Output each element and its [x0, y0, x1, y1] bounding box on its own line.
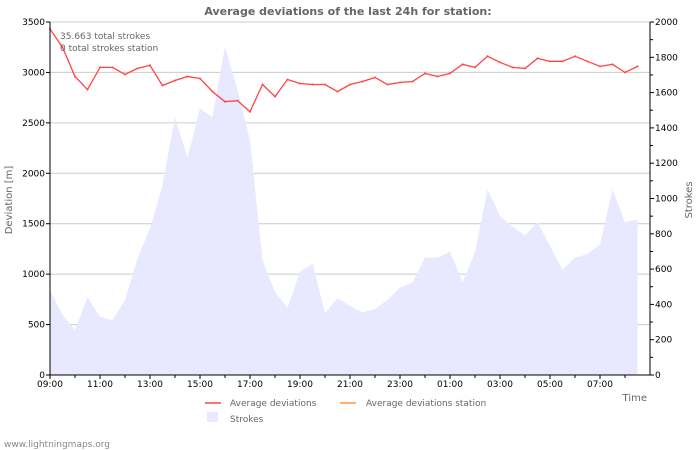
- avg-deviation-point: [511, 66, 514, 69]
- avg-deviation-point: [436, 75, 439, 78]
- avg-deviation-point: [74, 75, 76, 78]
- avg-deviation-point: [274, 95, 276, 98]
- y-tick-label: 1000: [22, 270, 45, 280]
- legend-swatch-strokes: [207, 412, 218, 422]
- y2-tick-label: 200: [655, 336, 672, 346]
- y-tick-label: 1500: [22, 220, 45, 230]
- avg-deviation-point: [424, 72, 426, 75]
- y2-axis-label: Strokes: [684, 181, 695, 218]
- legend: Average deviations Average deviations st…: [205, 399, 486, 425]
- avg-deviation-point: [486, 55, 489, 58]
- x-tick-label: 11:00: [87, 380, 113, 390]
- x-tick-label: 09:00: [37, 380, 63, 390]
- x-tick-label: 19:00: [287, 380, 313, 390]
- avg-deviation-point: [111, 66, 114, 69]
- y-tick-label: 3000: [22, 68, 45, 78]
- avg-deviation-point: [349, 83, 351, 86]
- y2-tick-label: 1400: [655, 124, 678, 134]
- y2-tick-label: 0: [655, 371, 661, 381]
- x-tick-label: 07:00: [587, 380, 613, 390]
- y-tick-label: 2000: [22, 169, 45, 179]
- avg-deviation-point: [149, 64, 151, 67]
- y-axis-label: Deviation [m]: [4, 166, 15, 235]
- strokes-area: [50, 46, 638, 376]
- y-tick-label: 0: [39, 371, 45, 381]
- avg-deviation-point: [161, 84, 164, 87]
- x-tick-label: 17:00: [237, 380, 263, 390]
- x-tick-label: 23:00: [387, 380, 413, 390]
- avg-deviation-point: [536, 57, 539, 60]
- avg-deviation-point: [186, 75, 189, 78]
- annotation-station-strokes: 0 total strokes station: [60, 44, 158, 54]
- avg-deviation-point: [386, 83, 389, 86]
- avg-deviation-point: [99, 66, 101, 69]
- legend-avg-deviations: Average deviations: [230, 399, 317, 409]
- x-tick-label: 01:00: [437, 380, 463, 390]
- x-axis-label: Time: [622, 393, 647, 404]
- avg-deviation-point: [561, 60, 564, 63]
- avg-deviation-point: [411, 80, 414, 83]
- avg-deviation-point: [461, 63, 464, 66]
- avg-deviation-point: [524, 67, 526, 70]
- y2-tick-label: 1200: [655, 159, 678, 169]
- avg-deviation-point: [449, 72, 451, 75]
- avg-deviation-point: [324, 83, 326, 86]
- x-tick-label: 03:00: [487, 380, 513, 390]
- avg-deviation-point: [374, 76, 376, 79]
- avg-deviation-point: [199, 77, 201, 80]
- avg-deviation-point: [224, 100, 226, 103]
- avg-deviation-point: [636, 65, 639, 68]
- avg-deviation-point: [399, 81, 401, 84]
- y-tick-label: 3500: [22, 18, 45, 28]
- avg-deviation-point: [299, 82, 301, 85]
- avg-deviation-point: [361, 80, 364, 83]
- avg-deviation-point: [236, 99, 239, 102]
- avg-deviation-point: [86, 88, 89, 91]
- avg-deviation-point: [124, 73, 126, 76]
- avg-deviation-point: [599, 65, 601, 68]
- y-tick-label: 2500: [22, 119, 45, 129]
- avg-deviation-point: [474, 66, 476, 69]
- chart-title: Average deviations of the last 24h for s…: [204, 5, 491, 18]
- avg-deviation-point: [61, 46, 64, 49]
- x-tick-label: 15:00: [187, 380, 213, 390]
- y2-tick-label: 2000: [655, 18, 678, 28]
- x-tick-label: 05:00: [537, 380, 563, 390]
- y2-tick-label: 1000: [655, 195, 678, 205]
- avg-deviation-point: [499, 61, 501, 64]
- legend-strokes: Strokes: [230, 415, 264, 425]
- y2-tick-label: 1800: [655, 53, 678, 63]
- annotation-total-strokes: 35.663 total strokes: [60, 32, 150, 42]
- x-tick-label: 13:00: [137, 380, 163, 390]
- y-tick-label: 500: [28, 321, 45, 331]
- avg-deviation-point: [586, 60, 589, 63]
- y2-tick-label: 600: [655, 265, 672, 275]
- legend-avg-deviations-station: Average deviations station: [366, 399, 486, 409]
- x-tick-label: 21:00: [337, 380, 363, 390]
- avg-deviation-point: [549, 60, 551, 63]
- avg-deviation-point: [336, 90, 339, 93]
- avg-deviation-line: [49, 28, 638, 113]
- avg-deviation-point: [174, 79, 176, 82]
- avg-deviation-point: [136, 67, 139, 70]
- avg-deviation-point: [211, 90, 214, 93]
- avg-deviation-point: [611, 63, 614, 66]
- y2-tick-label: 400: [655, 300, 672, 310]
- avg-deviation-point: [624, 71, 626, 74]
- y2-tick-label: 800: [655, 230, 672, 240]
- avg-deviation-point: [311, 83, 314, 86]
- y2-tick-label: 1600: [655, 89, 678, 99]
- footer-credit: www.lightningmaps.org: [4, 440, 110, 450]
- avg-deviation-point: [286, 78, 289, 81]
- avg-deviation-point: [261, 83, 264, 86]
- avg-deviation-point: [249, 110, 251, 113]
- avg-deviation-point: [574, 55, 576, 58]
